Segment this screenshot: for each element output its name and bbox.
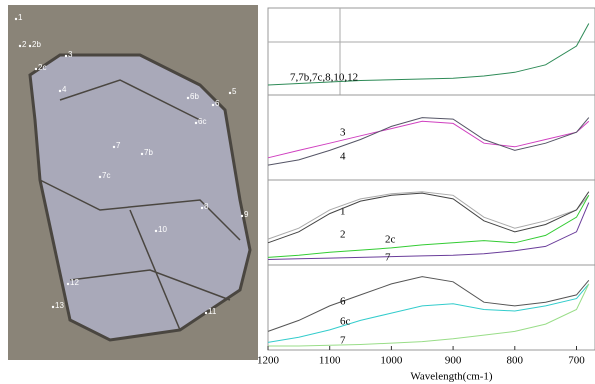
spectrum-line <box>267 23 590 86</box>
point-dot <box>58 89 62 93</box>
point-dot <box>66 282 70 286</box>
cracks <box>39 79 241 331</box>
point-label: 2b <box>32 40 41 49</box>
spectrum-line <box>267 195 590 258</box>
point-label: 9 <box>244 210 249 219</box>
point-label: 4 <box>62 85 67 94</box>
series-label: 1 <box>340 206 346 218</box>
x-tick-label: 1100 <box>319 355 341 367</box>
point-label: 3 <box>68 50 73 59</box>
grain <box>28 53 252 342</box>
point-dot <box>112 145 116 149</box>
x-tick-label: 900 <box>445 355 462 367</box>
point-label: 10 <box>158 225 167 234</box>
x-tick-label: 800 <box>507 355 524 367</box>
point-dot <box>18 44 22 48</box>
x-axis-label: Wavelength(cm-1) <box>410 371 493 383</box>
point-label: 6 <box>215 99 220 108</box>
x-tick-label: 1200 <box>257 355 280 367</box>
point-dot <box>140 152 144 156</box>
point-dot <box>186 96 190 100</box>
spectrum-line <box>267 191 590 244</box>
series-label: 7 <box>385 252 391 264</box>
point-dot <box>154 229 158 233</box>
spectrum-line <box>267 117 590 166</box>
series-label: 4 <box>340 151 346 163</box>
spectrum-line <box>267 120 590 159</box>
point-dot <box>240 214 244 218</box>
series-label: 3 <box>340 127 346 139</box>
point-label: 2c <box>38 63 46 72</box>
point-label: 8 <box>204 202 209 211</box>
series-label: 7 <box>340 335 346 347</box>
series-label: 6c <box>340 316 351 328</box>
spectrum-line <box>268 283 590 347</box>
point-dot <box>194 121 198 125</box>
point-label: 12 <box>70 278 79 287</box>
series-label: 6 <box>340 296 346 308</box>
point-label: 11 <box>208 307 217 316</box>
point-label: 7 <box>116 141 121 150</box>
plot-area <box>267 7 595 351</box>
point-dot <box>204 311 208 315</box>
series-label: 2c <box>385 234 396 246</box>
x-tick-label: 700 <box>568 355 585 367</box>
point-label: 13 <box>55 301 64 310</box>
spectrum-line <box>267 276 590 332</box>
point-label: 2 <box>22 40 27 49</box>
point-dot <box>51 305 55 309</box>
point-dot <box>200 206 204 210</box>
spectrum-line <box>267 191 590 240</box>
spectrum-line <box>267 202 590 260</box>
point-dot <box>98 175 102 179</box>
point-dot <box>34 67 38 71</box>
x-tick-label: 1000 <box>380 355 403 367</box>
point-dot <box>211 103 215 107</box>
point-label: 1 <box>18 13 23 22</box>
point-label: 6c <box>198 117 206 126</box>
point-label: 5 <box>232 87 237 96</box>
point-dot <box>228 91 232 95</box>
point-label: 7b <box>144 148 153 157</box>
series-label: 2 <box>340 229 346 241</box>
point-dot <box>14 17 18 21</box>
point-label: 6b <box>190 92 199 101</box>
point-dot <box>64 54 68 58</box>
point-label: 7c <box>102 171 110 180</box>
point-dot <box>28 44 32 48</box>
spectrum-line <box>267 283 590 343</box>
series-label: 7,7b,7c,8,10,12 <box>290 72 358 84</box>
